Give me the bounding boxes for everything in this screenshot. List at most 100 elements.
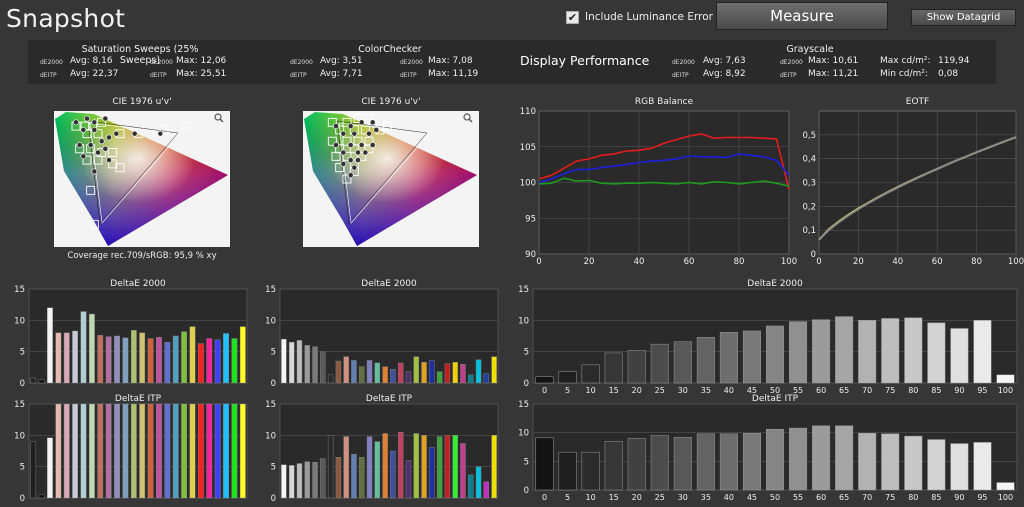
magnifier-handle (468, 118, 473, 123)
color-bar (156, 337, 162, 384)
bar-chart-title: DeltaE 2000 (361, 279, 417, 289)
x-tick-label: 20 (584, 257, 595, 267)
x-tick-label: 5 (565, 493, 570, 502)
x-tick-label: 0 (536, 257, 541, 267)
cie-measured-point (102, 115, 109, 122)
color-bar (122, 403, 129, 499)
color-bar (189, 403, 196, 499)
cie-measured-point (76, 142, 83, 148)
x-tick-label: 90 (954, 493, 964, 502)
max-luminance-label: Max cd/m²: (880, 56, 931, 66)
x-tick-label: 100 (998, 493, 1013, 502)
cie-measured-point (333, 142, 339, 148)
color-bar (343, 436, 349, 499)
color-bar (436, 436, 443, 499)
cie-target-square (93, 129, 103, 139)
color-bar (413, 433, 419, 499)
color-bar (296, 340, 303, 384)
show-datagrid-button[interactable]: Show Datagrid (911, 9, 1016, 26)
y-tick-label: 0 (271, 379, 276, 389)
grayscale-bar (835, 316, 854, 384)
color-bar (397, 362, 404, 384)
x-tick-label: 15 (609, 493, 619, 502)
grayscale-bar (627, 438, 646, 491)
y-tick-label: 10 (518, 316, 529, 326)
grayscale-deitp-max: Max: 11,21 (808, 69, 859, 79)
color-bar (206, 403, 213, 499)
de2000-label: dE2000 (672, 59, 695, 66)
x-tick-label: 55 (793, 493, 803, 502)
x-tick-label: 45 (747, 386, 757, 395)
x-tick-label: 40 (892, 257, 903, 267)
grayscale-bar (742, 432, 761, 491)
y-tick-label: 0,4 (802, 155, 816, 165)
colorchecker-deitp-avg: Avg: 7,71 (320, 69, 363, 79)
color-bar (405, 460, 412, 499)
cie-target-square (360, 125, 370, 135)
color-bar (320, 351, 326, 384)
cie-measured-point (355, 149, 361, 156)
y-tick-label: 0 (524, 486, 529, 496)
color-bar (327, 435, 334, 499)
x-tick-label: 20 (853, 257, 864, 267)
cie-target-square (82, 155, 92, 165)
magnifier-icon[interactable] (214, 113, 224, 123)
deitp-label: dEITP (780, 72, 797, 79)
grayscale-bar (604, 352, 623, 384)
color-bar (452, 362, 458, 384)
x-tick-label: 95 (977, 493, 987, 502)
grayscale-bar (673, 437, 692, 491)
x-tick-label: 50 (770, 386, 780, 395)
grayscale-bar (904, 435, 923, 491)
color-bar (239, 403, 246, 499)
color-bar (231, 338, 238, 384)
x-tick-label: 45 (747, 493, 757, 502)
grayscale-de2000-max: Max: 10,61 (808, 56, 859, 66)
y-tick-label: 10 (14, 431, 25, 441)
x-tick-label: 80 (971, 257, 982, 267)
grayscale-bar (858, 320, 877, 384)
magnifier-handle (219, 118, 224, 123)
measure-button[interactable]: Measure (716, 2, 888, 30)
x-tick-label: 25 (655, 493, 665, 502)
deitp-label: dEITP (150, 72, 167, 79)
y-tick-label: 0,1 (802, 226, 816, 236)
page-title: Snapshot (6, 4, 126, 33)
color-bar (382, 433, 388, 499)
color-bar (452, 435, 458, 499)
y-tick-label: 5 (524, 348, 529, 358)
grayscale-bar (627, 350, 646, 384)
include-luminance-checkbox[interactable]: ✔ (566, 11, 579, 24)
color-bar (114, 335, 120, 384)
cie-measured-point (347, 157, 354, 164)
line-chart-title: RGB Balance (635, 97, 694, 107)
color-bar (130, 403, 137, 499)
magnifier-icon[interactable] (463, 113, 473, 123)
y-tick-label: 15 (265, 285, 276, 295)
y-tick-label: 110 (520, 107, 536, 117)
cie-target-square (382, 121, 392, 131)
deitp-label: dEITP (672, 72, 689, 79)
cie-measured-point (106, 157, 112, 164)
grayscale-bar (973, 320, 992, 384)
color-bar (89, 403, 95, 499)
y-tick-label: 15 (14, 285, 25, 295)
color-bar (105, 403, 112, 499)
grayscale-bar (789, 321, 808, 384)
grayscale-bar (881, 433, 900, 491)
cie-measured-point (340, 160, 347, 167)
color-bar (206, 338, 213, 384)
x-tick-label: 0 (542, 386, 547, 395)
cie-measured-point (362, 149, 369, 156)
grayscale-bar (904, 317, 923, 384)
x-tick-label: 10 (586, 386, 596, 395)
colorchecker-summary-title: ColorChecker (358, 44, 422, 55)
cie-target-square (357, 151, 367, 161)
color-bar (491, 435, 497, 499)
x-tick-label: 85 (931, 493, 941, 502)
color-bar (366, 436, 373, 499)
x-tick-label: 70 (862, 386, 872, 395)
cie-measured-point (366, 130, 372, 137)
color-bar (304, 345, 310, 384)
